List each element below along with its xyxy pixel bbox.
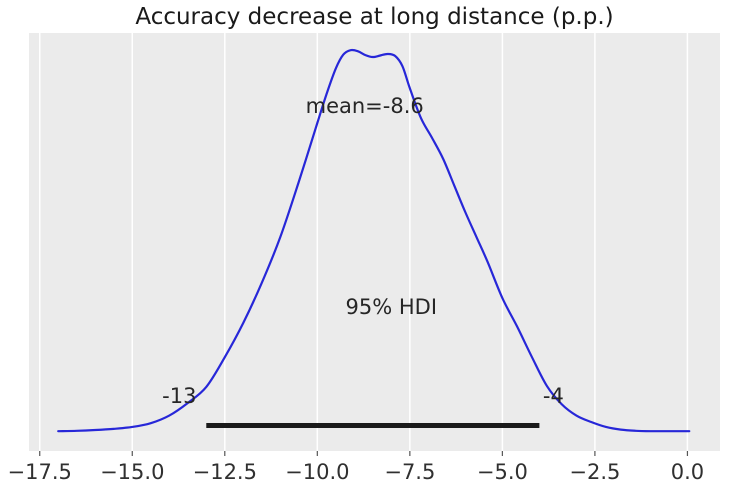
- gridlines: [38, 33, 689, 451]
- x-axis-tick-marks: [39, 451, 689, 456]
- x-tick-label: 0.0: [671, 460, 704, 484]
- x-tick-label: −15.0: [100, 460, 164, 484]
- x-tick-label: −12.5: [193, 460, 257, 484]
- chart-title: Accuracy decrease at long distance (p.p.…: [135, 4, 613, 30]
- x-tick-label: −7.5: [384, 460, 435, 484]
- mean-label: mean=-8.6: [306, 94, 424, 118]
- hdi-interval-label: 95% HDI: [346, 295, 438, 319]
- x-tick-label: −17.5: [8, 460, 72, 484]
- x-tick-label: −2.5: [569, 460, 620, 484]
- x-tick-label: −5.0: [477, 460, 528, 484]
- kde-curve: [57, 48, 691, 433]
- hdi-lower-bound-label: -13: [162, 384, 196, 408]
- hdi-upper-bound-label: -4: [543, 384, 564, 408]
- plot-background: [29, 33, 720, 451]
- x-axis-tick-labels: −17.5 −15.0 −12.5 −10.0 −7.5 −5.0 −2.5 0.0: [8, 460, 705, 484]
- x-tick-label: −10.0: [285, 460, 349, 484]
